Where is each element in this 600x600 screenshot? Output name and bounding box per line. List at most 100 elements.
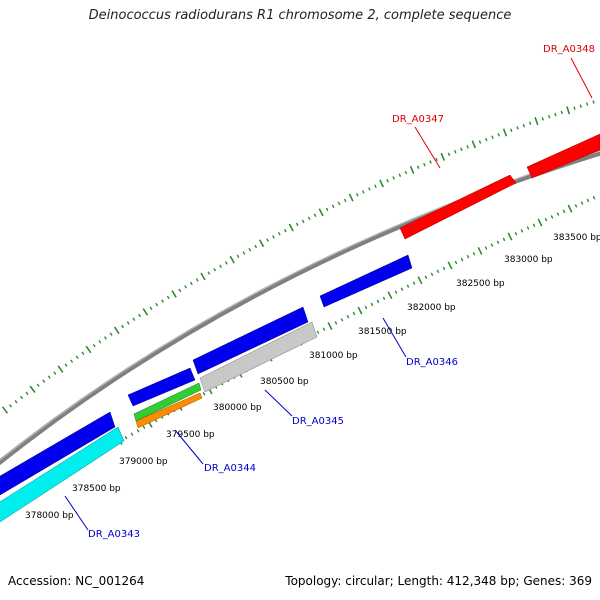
gene-feature-green[interactable] [133,382,202,422]
major-tick-mark [379,179,384,188]
gene-feature-dr-a0343[interactable] [0,411,116,496]
gene-label-dr-a0345[interactable]: DR_A0345 [292,416,344,427]
minor-tick-mark [392,176,396,180]
major-tick-mark [417,276,423,285]
minor-tick-mark [404,170,408,175]
gene-feature-dr-a0348[interactable] [526,133,600,179]
minor-tick-mark [277,231,281,236]
minor-tick-mark [42,379,46,383]
gene-label-dr-a0347[interactable]: DR_A0347 [392,114,444,125]
minor-tick-mark [368,187,371,191]
gene-feature-dr-a0345[interactable] [199,321,318,393]
major-tick-mark [229,255,235,264]
minor-tick-mark [213,267,217,272]
major-tick-mark [57,365,64,373]
major-tick-mark [142,308,149,316]
bp-label: 379000 bp [119,457,168,467]
minor-tick-mark [124,435,128,440]
gene-label-dr-a0346[interactable]: DR_A0346 [406,357,458,368]
minor-tick-mark [454,260,458,265]
minor-tick-mark [352,311,356,316]
minor-tick-mark [202,391,206,396]
minor-tick-mark [25,391,29,396]
minor-tick-mark [592,195,596,200]
gene-feature-blue-mid[interactable] [192,306,309,375]
minor-tick-mark [436,269,440,274]
minor-tick-mark [242,251,246,255]
minor-tick-mark [307,216,311,221]
minor-tick-mark [322,327,326,331]
minor-tick-mark [406,284,410,288]
bp-label: 379500 bp [166,430,215,440]
minor-tick-mark [301,219,305,224]
major-tick-mark [387,291,393,300]
bp-label: 378500 bp [72,484,121,494]
minor-tick-mark [8,404,13,408]
minor-tick-mark [142,425,146,430]
minor-tick-mark [47,375,51,379]
gene-feature-orange[interactable] [135,392,203,429]
minor-tick-mark [532,223,536,228]
major-tick-mark [471,140,477,149]
minor-tick-mark [224,261,228,265]
major-tick-mark [537,218,543,227]
minor-tick-mark [520,229,524,233]
minor-tick-mark [36,383,40,387]
minor-tick-mark [266,238,269,242]
minor-tick-mark [53,371,57,375]
minor-tick-mark [541,117,544,121]
minor-tick-mark [496,240,500,245]
gene-feature-dr-a0347[interactable] [399,174,517,240]
minor-tick-mark [478,140,482,144]
gene-label-dr-a0343[interactable]: DR_A0343 [88,529,140,540]
minor-tick-mark [580,201,584,205]
minor-tick-mark [394,290,398,295]
minor-tick-mark [544,217,548,222]
minor-tick-mark [374,184,377,188]
gene-label-dr-a0344[interactable]: DR_A0344 [204,463,256,474]
major-tick-mark [85,345,92,354]
major-tick-mark [357,306,363,315]
minor-tick-mark [528,121,532,126]
minor-tick-mark [136,429,140,433]
gene-label-dr-a0348[interactable]: DR_A0348 [543,44,595,55]
gene-feature-dr-a0344[interactable] [127,367,196,407]
minor-tick-mark [382,296,386,301]
major-tick-mark [348,193,354,202]
minor-tick-mark [337,201,341,206]
minor-tick-mark [295,222,299,227]
major-tick-mark [171,290,177,298]
gene-feature-cyan[interactable] [0,426,125,523]
minor-tick-mark [138,313,142,318]
minor-tick-mark [490,243,494,247]
minor-tick-mark [560,110,563,115]
minor-tick-mark [460,257,464,262]
major-tick-mark [200,272,206,281]
minor-tick-mark [586,198,590,203]
minor-tick-mark [562,209,566,214]
minor-tick-mark [550,215,554,219]
major-tick-mark [477,246,483,255]
minor-tick-mark [130,432,134,436]
minor-tick-mark [121,324,124,329]
minor-tick-mark [592,100,595,104]
leader-line-dr-a0344 [174,429,204,465]
gene-feature-dr-a0346[interactable] [319,254,413,308]
minor-tick-mark [579,104,582,108]
minor-tick-mark [109,332,113,336]
sequence-summary: Topology: circular; Length: 412,348 bp; … [285,574,592,588]
major-tick-mark [507,232,513,241]
minor-tick-mark [386,178,389,183]
minor-tick-mark [398,173,402,177]
minor-tick-mark [104,336,107,340]
minor-tick-mark [334,321,338,325]
minor-tick-mark [98,340,102,344]
minor-tick-mark [491,135,494,139]
minor-tick-mark [340,318,344,322]
minor-tick-mark [313,213,317,218]
minor-tick-mark [70,359,74,363]
leader-line-dr-a0343 [64,495,89,531]
leader-line-dr-a0347 [414,126,441,169]
inner-tick-ring [0,195,596,516]
